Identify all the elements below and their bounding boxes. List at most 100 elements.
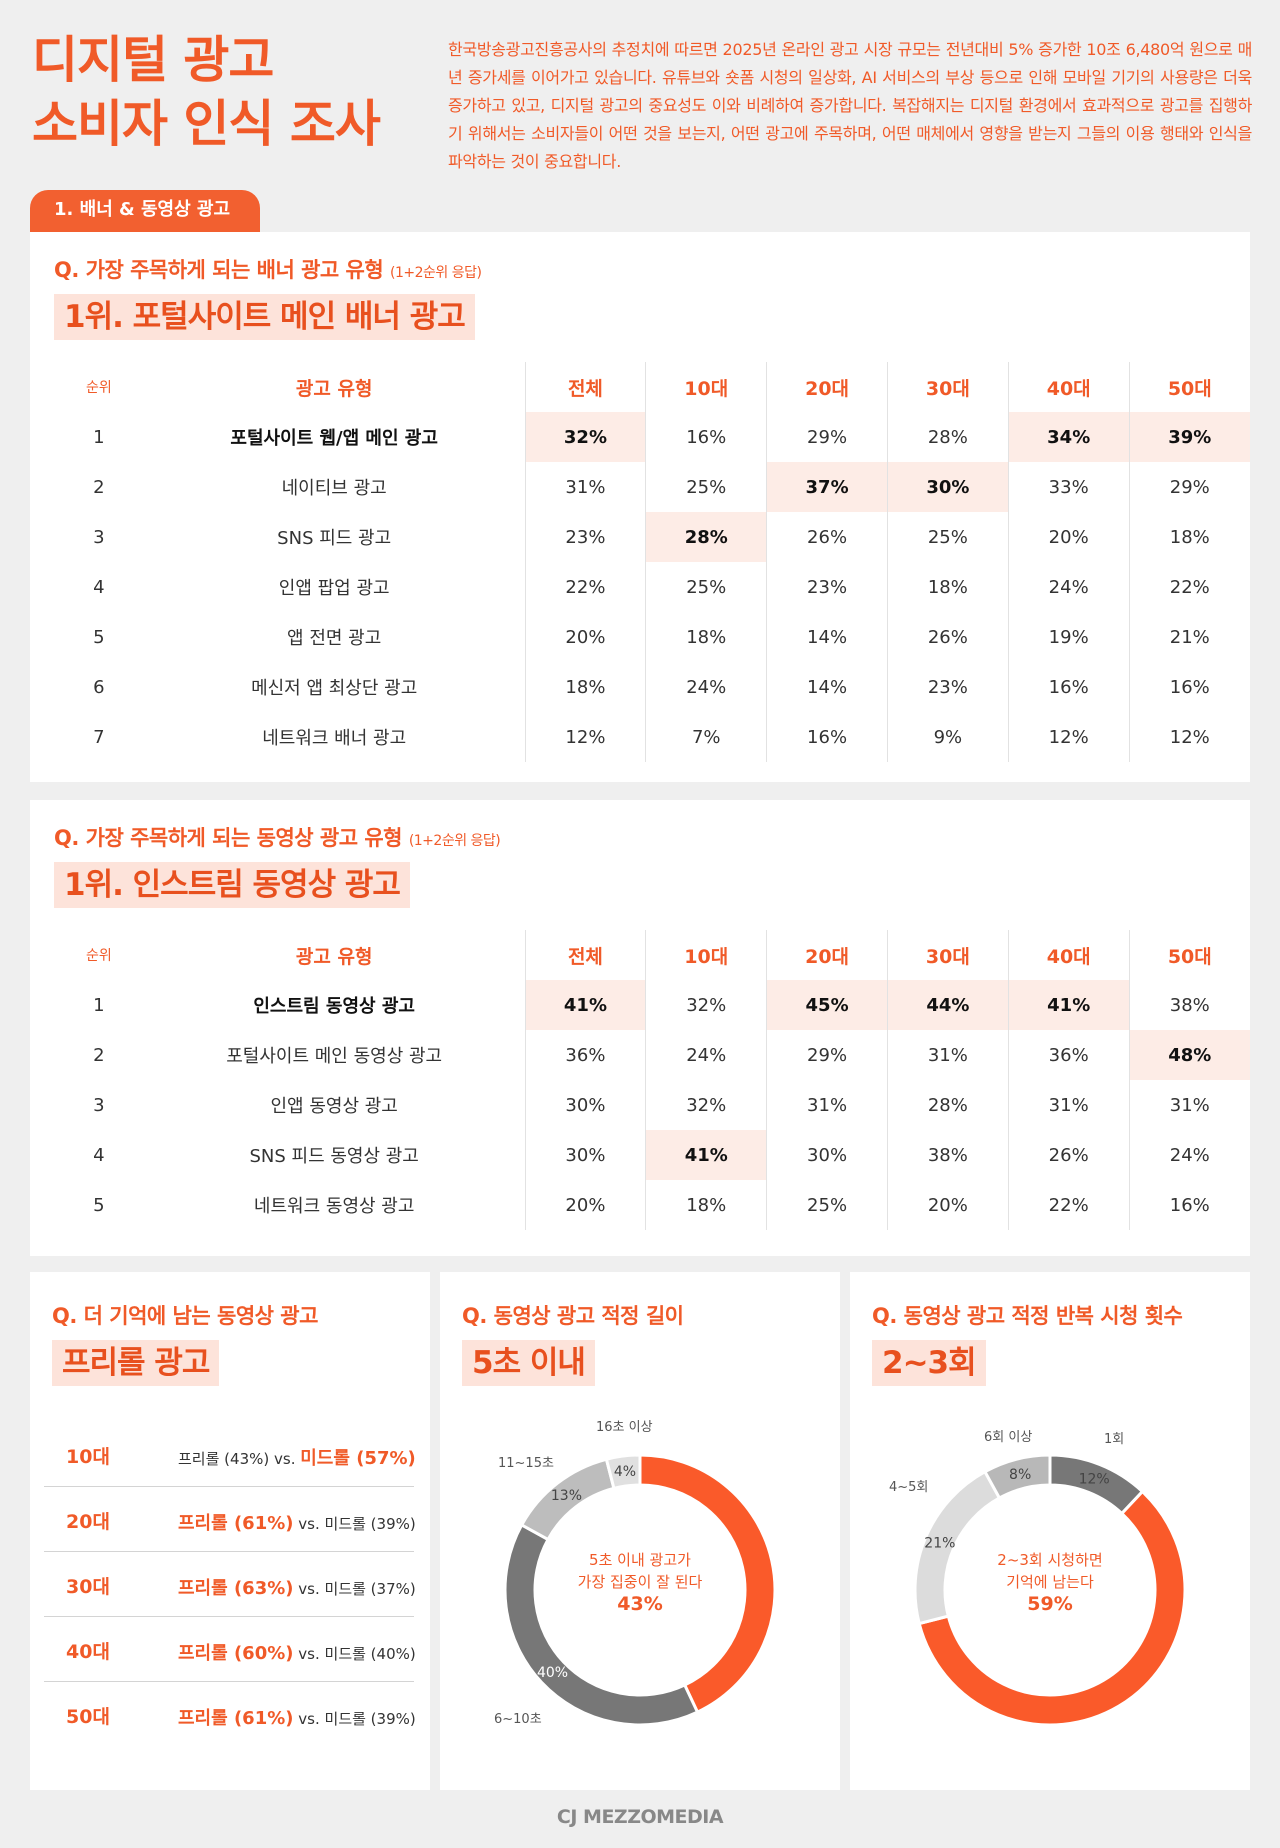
list-item: 50대 프리롤 (61%) vs. 미드롤 (39%) [44,1682,416,1747]
header-total: 전체 [524,930,646,980]
value-cell: 16% [1128,662,1250,712]
donut-value-label: 8% [1009,1467,1031,1483]
rank-cell: 5 [93,626,105,648]
rank-cell: 3 [93,1094,105,1116]
value-cell: 23% [524,512,646,562]
header-type: 광고 유형 [295,377,373,400]
comparison-text: 프리롤 (60%) vs. 미드롤 (40%) [178,1639,416,1665]
value-cell: 29% [766,412,888,462]
repeat-card: Q. 동영상 광고 적정 반복 시청 횟수 2~3회 12% 21% 8% 6회 이… [850,1272,1250,1790]
donut-value-label: 13% [551,1488,582,1504]
value-cell: 32% [645,980,767,1030]
header-20s: 20대 [766,930,888,980]
value-cell: 22% [1007,1180,1130,1230]
table-header-row: 순위 광고 유형 전체 10대 20대 30대 40대 50대 [54,362,1250,412]
header-total: 전체 [524,362,646,412]
table-row: 5 네트워크 동영상 광고 20% 18% 25% 20% 22% 16% [54,1180,1250,1230]
value-cell: 26% [886,612,1009,662]
value-cell: 7% [645,712,767,762]
list-item: 20대 프리롤 (61%) vs. 미드롤 (39%) [44,1487,416,1552]
age-label: 10대 [66,1446,110,1468]
value-cell: 41% [645,1130,767,1180]
rank-cell: 7 [93,726,105,748]
value-cell: 31% [524,462,646,512]
value-cell: 16% [645,412,767,462]
value-cell: 16% [766,712,888,762]
center-line-2: 기억에 남는다 [1006,1573,1094,1591]
donut-value-label: 12% [1079,1471,1110,1487]
midroll-value: 미드롤 (40%) [324,1645,416,1663]
header-40s: 40대 [1007,362,1130,412]
table-row: 1 인스트림 동영상 광고 41% 32% 45% 44% 41% 38% [54,980,1250,1030]
length-center-text: 5초 이내 광고가 가장 집중이 잘 된다 43% [540,1549,740,1615]
header-30s: 30대 [886,930,1009,980]
label-11-15s: 11~15초 [498,1456,554,1471]
repeat-donut-chart: 12% 21% 8% [913,1453,1187,1727]
preroll-value: 프리롤 (61%) [178,1513,294,1534]
value-cell: 23% [766,562,888,612]
banner-question-text: Q. 가장 주목하게 되는 배너 광고 유형 [54,258,384,282]
list-item: 30대 프리롤 (63%) vs. 미드롤 (37%) [44,1552,416,1617]
value-cell: 48% [1128,1030,1250,1080]
value-cell: 16% [1007,662,1130,712]
midroll-value: 미드롤 (57%) [300,1448,416,1469]
label-6-10s: 6~10초 [494,1712,542,1727]
donut-slice [917,1489,1187,1727]
center-line-1: 2~3회 시청하면 [997,1551,1103,1569]
value-cell: 18% [645,612,767,662]
header-20s: 20대 [766,362,888,412]
value-cell: 25% [645,562,767,612]
page-title: 디지털 광고 소비자 인식 조사 [32,28,381,156]
value-cell: 25% [766,1180,888,1230]
type-cell: 포털사이트 메인 동영상 광고 [226,1046,443,1067]
preroll-value: 프리롤 (61%) [178,1708,294,1729]
banner-question-note: (1+2순위 응답) [390,265,482,281]
table-row: 4 인앱 팝업 광고 22% 25% 23% 18% 24% 22% [54,562,1250,612]
type-cell: 앱 전면 광고 [287,628,382,649]
vs-label: vs. [274,1450,296,1468]
repeat-question: Q. 동영상 광고 적정 반복 시청 횟수 [872,1304,1183,1328]
value-cell: 25% [886,512,1009,562]
age-label: 40대 [66,1641,110,1663]
value-cell: 19% [1007,612,1130,662]
table-row: 7 네트워크 배너 광고 12% 7% 16% 9% 12% 12% [54,712,1250,762]
value-cell: 29% [1128,462,1250,512]
value-cell: 26% [1007,1130,1130,1180]
table-row: 6 메신저 앱 최상단 광고 18% 24% 14% 23% 16% 16% [54,662,1250,712]
banner-table: 순위 광고 유형 전체 10대 20대 30대 40대 50대 1 포털사이트 … [54,362,1250,762]
value-cell: 18% [886,562,1009,612]
value-cell: 14% [766,662,888,712]
value-cell: 24% [1007,562,1130,612]
type-cell: SNS 피드 동영상 광고 [249,1146,419,1167]
table-row: 3 인앱 동영상 광고 30% 32% 31% 28% 31% 31% [54,1080,1250,1130]
value-cell: 18% [524,662,646,712]
label-16s-plus: 16초 이상 [596,1420,653,1435]
value-cell: 12% [1128,712,1250,762]
comparison-text: 프리롤 (43%) vs. 미드롤 (57%) [178,1444,416,1470]
value-cell: 25% [645,462,767,512]
value-cell: 14% [766,612,888,662]
value-cell: 32% [645,1080,767,1130]
value-cell: 12% [1007,712,1130,762]
header-rank: 순위 [86,380,112,396]
value-cell: 33% [1007,462,1130,512]
value-cell: 36% [524,1030,646,1080]
value-cell: 41% [524,980,646,1030]
value-cell: 23% [886,662,1009,712]
header-type: 광고 유형 [295,945,373,968]
value-cell: 41% [1007,980,1130,1030]
center-value: 43% [617,1593,663,1615]
vs-label: vs. [298,1645,320,1663]
value-cell: 18% [1128,512,1250,562]
section-tab: 1. 배너 & 동영상 광고 [30,190,260,232]
table-row: 1 포털사이트 웹/앱 메인 광고 32% 16% 29% 28% 34% 39… [54,412,1250,462]
rank-cell: 3 [93,526,105,548]
table-row: 3 SNS 피드 광고 23% 28% 26% 25% 20% 18% [54,512,1250,562]
title-line-2: 소비자 인식 조사 [32,95,381,153]
value-cell: 20% [886,1180,1009,1230]
value-cell: 44% [886,980,1009,1030]
header-40s: 40대 [1007,930,1130,980]
repeat-center-text: 2~3회 시청하면 기억에 남는다 59% [950,1549,1150,1615]
value-cell: 37% [766,462,888,512]
donut-slice [604,1453,642,1491]
